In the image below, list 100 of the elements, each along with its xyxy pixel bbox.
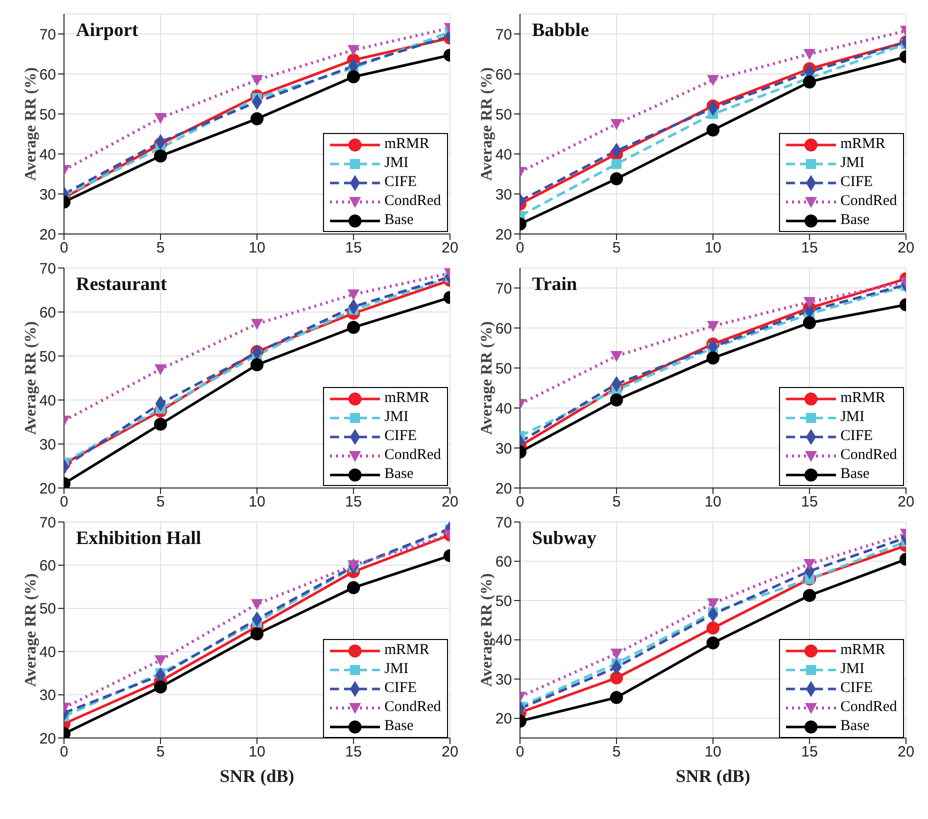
y-tick-label: 60: [39, 558, 56, 575]
y-tick-label: 40: [39, 644, 56, 661]
legend-label: mRMR: [384, 642, 430, 659]
y-tick-label: 40: [495, 632, 512, 650]
x-axis-title: SNR (dB): [676, 766, 750, 786]
legend-label: mRMR: [384, 136, 430, 153]
point: [706, 124, 720, 136]
point: [348, 289, 360, 300]
point: [154, 113, 166, 124]
point: [610, 119, 622, 130]
point: [250, 627, 264, 640]
x-tick-label: 0: [60, 744, 68, 761]
x-tick-label: 20: [898, 744, 914, 761]
y-tick-label: 20: [39, 730, 56, 748]
x-tick-label: 10: [704, 240, 722, 257]
y-tick-label: 60: [39, 66, 56, 84]
x-tick-label: 0: [516, 240, 524, 257]
legend-label: CondRed: [384, 193, 441, 210]
chart-title: Train: [532, 274, 578, 295]
x-tick-label: 20: [898, 494, 914, 511]
y-tick-label: 40: [495, 146, 512, 164]
point: [706, 352, 720, 364]
legend-label: mRMR: [840, 390, 886, 407]
x-tick-label: 0: [516, 744, 524, 761]
point: [154, 655, 166, 666]
point: [612, 159, 622, 169]
point: [804, 49, 816, 60]
legend-label: CIFE: [840, 680, 873, 697]
x-tick-label: 0: [516, 494, 524, 511]
legend-label: Base: [384, 718, 414, 735]
legend-label: CondRed: [840, 447, 897, 464]
y-tick-label: 60: [39, 304, 56, 322]
legend-label: CIFE: [384, 680, 417, 697]
y-tick-label: 20: [39, 480, 56, 498]
point: [154, 418, 167, 431]
y-tick-label: 20: [495, 226, 512, 244]
point: [610, 691, 623, 704]
point: [707, 75, 719, 86]
y-tick-label: 50: [39, 106, 56, 124]
point: [804, 297, 816, 308]
legend-label: Base: [840, 212, 870, 229]
chart-title: Babble: [532, 20, 590, 41]
point: [154, 150, 167, 162]
y-tick-label: 60: [495, 554, 512, 571]
point: [347, 70, 360, 84]
y-tick-label: 20: [39, 226, 56, 244]
x-tick-label: 10: [704, 744, 722, 761]
legend-label: JMI: [384, 661, 408, 678]
legend-label: CIFE: [840, 174, 873, 191]
y-tick-label: 50: [495, 106, 512, 124]
legend-label: JMI: [840, 409, 864, 426]
point: [250, 112, 264, 126]
x-tick-label: 15: [345, 240, 362, 257]
point: [707, 598, 719, 610]
y-tick-label: 20: [495, 710, 512, 728]
point: [154, 364, 166, 376]
y-axis-title: Average RR (%): [22, 573, 40, 687]
legend-label: Base: [840, 466, 870, 483]
x-tick-label: 20: [442, 494, 458, 511]
y-tick-label: 70: [495, 26, 512, 44]
point: [251, 75, 263, 86]
point: [348, 45, 360, 56]
legend-label: Base: [384, 466, 414, 483]
point: [610, 394, 623, 406]
point: [803, 588, 816, 602]
legend-label: CondRed: [840, 699, 897, 716]
x-tick-label: 15: [801, 240, 818, 257]
y-tick-label: 30: [495, 671, 512, 688]
y-tick-label: 60: [495, 320, 512, 338]
legend-label: JMI: [384, 155, 408, 172]
y-tick-label: 70: [39, 260, 56, 278]
y-tick-label: 30: [39, 687, 56, 704]
legend-label: JMI: [384, 409, 408, 426]
x-tick-label: 0: [60, 494, 68, 511]
y-tick-label: 40: [495, 400, 512, 418]
legend-label: CIFE: [840, 428, 873, 445]
y-tick-label: 40: [39, 392, 56, 410]
legend-label: CondRed: [840, 193, 897, 210]
y-tick-label: 30: [39, 436, 56, 454]
point: [251, 318, 263, 330]
point: [706, 622, 720, 635]
y-tick-label: 70: [39, 26, 56, 44]
y-tick-label: 40: [39, 146, 56, 164]
point: [250, 358, 264, 372]
x-tick-label: 10: [248, 494, 266, 511]
y-tick-label: 60: [495, 66, 512, 84]
x-tick-label: 5: [156, 744, 165, 761]
legend-label: JMI: [840, 661, 864, 678]
y-tick-label: 30: [495, 186, 512, 204]
x-tick-label: 10: [248, 744, 266, 761]
x-tick-label: 10: [248, 240, 266, 257]
legend-label: mRMR: [840, 642, 886, 659]
chart-title: Subway: [532, 528, 597, 549]
y-tick-label: 30: [39, 186, 56, 204]
x-tick-label: 0: [60, 240, 68, 257]
legend-label: CIFE: [384, 428, 417, 445]
point: [347, 320, 360, 334]
chart-title: Airport: [76, 20, 139, 41]
legend-label: Base: [840, 718, 870, 735]
y-tick-label: 30: [495, 440, 512, 458]
